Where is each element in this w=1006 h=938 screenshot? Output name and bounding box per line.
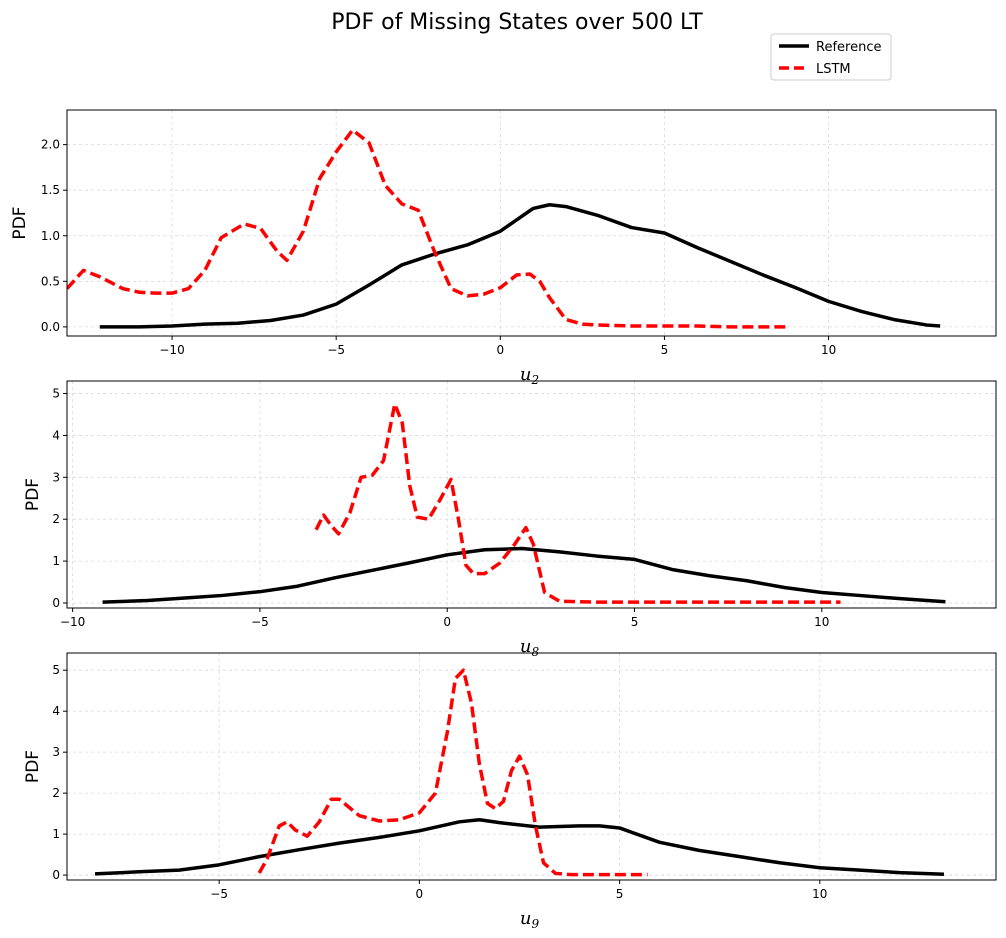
legend-label-lstm: LSTM: [816, 62, 851, 77]
axes-frame: [66, 380, 997, 609]
y-tick-label: 2: [52, 512, 60, 526]
y-tick-label: 5: [52, 387, 60, 401]
subplot-2: −10 −5 0 5 10 0 1 2 3 4 5 u8 PDF: [23, 380, 997, 659]
y-tick-label: 0.0: [41, 320, 60, 334]
series-line-reference: [99, 203, 941, 329]
series-group: [102, 402, 946, 604]
x-axis-label: u8: [520, 636, 540, 659]
y-axis-label: PDF: [23, 478, 43, 511]
series-group: [94, 668, 945, 877]
legend: Reference LSTM: [770, 33, 892, 81]
y-tick-label: 1: [52, 554, 60, 568]
subplot-1: −10 −5 0 5 10 0.0 0.5 1.0 1.5 2.0 u2 PDF: [10, 109, 997, 387]
y-axis-label: PDF: [10, 206, 30, 239]
y-tick-label: 3: [52, 470, 60, 484]
x-axis-label: u2: [520, 364, 539, 387]
y-tick-label: 2.0: [41, 138, 60, 152]
x-tick-label: −10: [60, 615, 85, 629]
y-tick-label: 0: [52, 596, 60, 610]
figure-title: PDF of Missing States over 500 LT: [331, 10, 703, 35]
x-tick-label: 0: [496, 343, 504, 357]
x-tick-label: 5: [661, 343, 669, 357]
x-tick-label: 0: [443, 615, 451, 629]
series-line-reference: [102, 546, 946, 604]
y-tick-label: 3: [52, 745, 60, 759]
x-tick-label: 5: [616, 887, 624, 901]
legend-label-reference: Reference: [816, 40, 881, 55]
x-tick-label: −10: [159, 343, 184, 357]
x-axis-label: u9: [520, 908, 540, 931]
x-tick-label: −5: [210, 887, 228, 901]
y-tick-label: 4: [52, 704, 60, 718]
x-tick-label: −5: [251, 615, 269, 629]
axes-frame: [66, 652, 997, 881]
x-tick-label: 10: [821, 343, 836, 357]
subplot-3: −5 0 5 10 0 1 2 3 4 5 u9 PDF: [23, 652, 997, 931]
y-tick-label: 0: [52, 868, 60, 882]
series-line-lstm: [314, 402, 841, 604]
y-tick-label: 1: [52, 827, 60, 841]
y-tick-label: 0.5: [41, 274, 60, 288]
y-tick-label: 1.5: [41, 183, 60, 197]
x-tick-label: −5: [327, 343, 345, 357]
y-tick-label: 2: [52, 786, 60, 800]
x-tick-label: 5: [631, 615, 639, 629]
series-line-reference: [94, 818, 945, 877]
y-axis-label: PDF: [23, 750, 43, 783]
y-tick-label: 4: [52, 428, 60, 442]
y-tick-label: 5: [52, 663, 60, 677]
y-tick-label: 1.0: [41, 229, 60, 243]
series-line-lstm: [67, 128, 790, 329]
axes-frame: [66, 109, 997, 337]
x-tick-label: 10: [814, 615, 829, 629]
x-tick-label: 0: [416, 887, 424, 901]
series-group: [67, 128, 941, 329]
series-line-lstm: [257, 668, 648, 877]
x-tick-label: 10: [812, 887, 827, 901]
